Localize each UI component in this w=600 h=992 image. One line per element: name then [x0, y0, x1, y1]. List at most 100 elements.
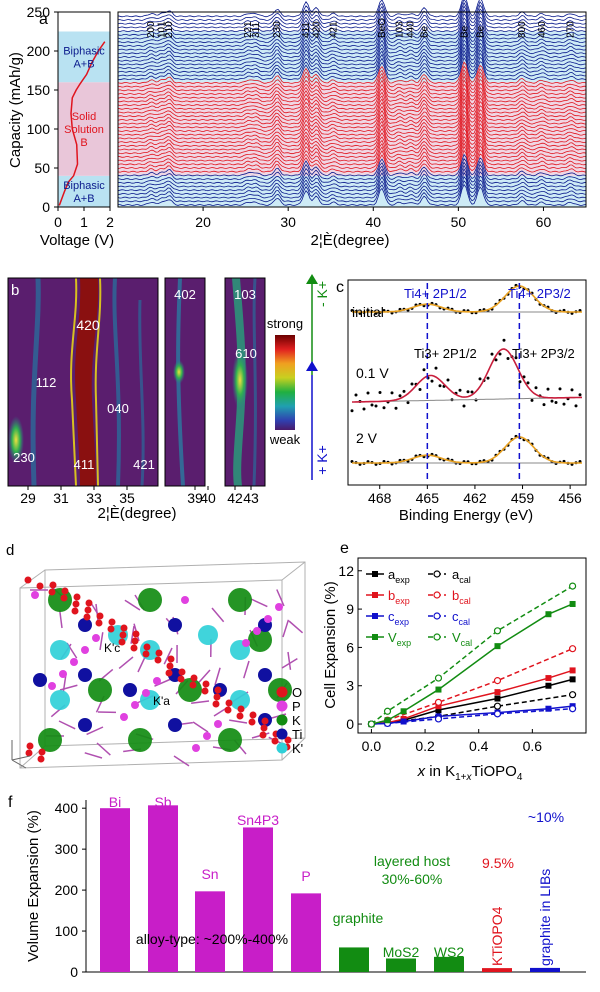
xps-data-point [434, 366, 438, 370]
point-c_exp [545, 705, 552, 712]
o-atom [225, 699, 233, 707]
region-label-1-1: Solution [64, 124, 104, 136]
o-atom [189, 681, 197, 689]
xps-data-point [354, 393, 358, 397]
reflection-label: 411 [301, 22, 312, 38]
xps-data-point [350, 409, 354, 413]
o-atom [38, 748, 46, 756]
panel-a-frame-right [117, 11, 587, 208]
xps-data-point [462, 404, 466, 408]
bond [96, 742, 111, 756]
point-V_cal [568, 582, 577, 590]
xps-data-point [526, 381, 530, 385]
diffraction-pattern [117, 27, 587, 51]
panel-a-diffraction-stack [117, 0, 587, 206]
diffraction-pattern [117, 53, 586, 77]
diffraction-pattern [118, 91, 587, 114]
bond [173, 755, 190, 767]
o-atom [167, 655, 175, 663]
panel-e-frame [357, 557, 587, 734]
diffraction-pattern [117, 97, 587, 121]
diffraction-pattern [117, 43, 587, 66]
legend-marker-exp [372, 592, 378, 598]
panel-c: 468 465 462 459 456 c initial 0.1 V 2 V Ti4+… [336, 279, 587, 524]
k-atom [218, 728, 242, 752]
spot-610 [232, 350, 248, 410]
o-atom [284, 736, 292, 744]
ti-atom [78, 668, 92, 682]
diffraction-pattern [117, 83, 587, 107]
xps-data-point [446, 378, 450, 382]
legend-label: K [292, 713, 301, 728]
diffraction-pattern [117, 35, 587, 58]
diffraction-pattern [117, 46, 587, 70]
bond [137, 655, 147, 673]
xps-data-point [390, 391, 394, 395]
p-atom [275, 603, 283, 611]
xps-data-point [410, 382, 414, 386]
heatmap-103-frame [224, 277, 266, 487]
point-b_exp [494, 689, 501, 696]
f-y-tick-label: 100 [55, 923, 79, 939]
xps-data-point [558, 387, 562, 391]
diffraction-pattern [118, 171, 587, 195]
legend-label-exp: aexp [388, 567, 410, 585]
diffraction-pattern [117, 153, 587, 177]
diffraction-pattern [117, 180, 587, 203]
legend-marker-exp [372, 571, 378, 577]
e-y-tick-label: 9 [346, 601, 354, 617]
bond [281, 657, 298, 669]
panel-f-label: f [8, 794, 13, 811]
reflection-label: 420 [311, 21, 322, 38]
xps-data-point [502, 338, 506, 342]
diffraction-pattern [117, 1, 587, 25]
legend-marker-cal [433, 570, 441, 578]
label-ti4-2p32: Ti4+ 2P3/2 [508, 286, 571, 301]
o-atom [95, 619, 103, 627]
bond [163, 647, 173, 665]
series-label-initial: initial [352, 304, 384, 320]
reflection-label: 311 [251, 22, 262, 38]
reflection-label: 221 [243, 21, 254, 38]
panel-e-series [367, 582, 577, 728]
o-atom [24, 576, 32, 584]
diffraction-pattern [117, 123, 587, 147]
bar-Sn4P3 [243, 827, 273, 972]
o-atom [36, 582, 44, 590]
peak-label-112: 112 [36, 375, 57, 390]
diffraction-pattern [117, 105, 587, 129]
legend-label-cal: Vcal [452, 630, 472, 648]
bond [211, 607, 225, 623]
xps-data-point [550, 399, 554, 403]
xps-data-point [506, 357, 510, 360]
p-atom [264, 615, 272, 623]
o-atom [249, 711, 257, 719]
panel-d-label: d [6, 542, 14, 559]
legend-marker-cal [433, 633, 441, 641]
ti-atom [258, 668, 272, 682]
diffraction-pattern [117, 13, 587, 36]
o-atom [61, 587, 69, 595]
panel-e-y-ticks: 0 3 6 9 12 [338, 563, 362, 732]
o-atom [154, 656, 162, 664]
point-V_cal [367, 720, 376, 728]
xps-data-point [518, 380, 522, 384]
layered-annotation-2: 30%-60% [382, 871, 443, 887]
bond [124, 599, 141, 611]
spot-402 [173, 360, 185, 384]
label-ti4-2p12: Ti4+ 2P1/2 [404, 286, 467, 301]
panel-e-ylabel: Cell Expansion (%) [322, 581, 339, 709]
xps-data-point [478, 377, 482, 381]
point-c_cal [434, 715, 443, 723]
cell-edge-1 [19, 569, 46, 589]
e-x-tick-label: 0.4 [469, 738, 489, 754]
k-atom [248, 628, 272, 652]
k-prime-atom [230, 690, 250, 710]
panel-a-label: a [39, 11, 48, 28]
diffraction-pattern [117, 79, 587, 103]
